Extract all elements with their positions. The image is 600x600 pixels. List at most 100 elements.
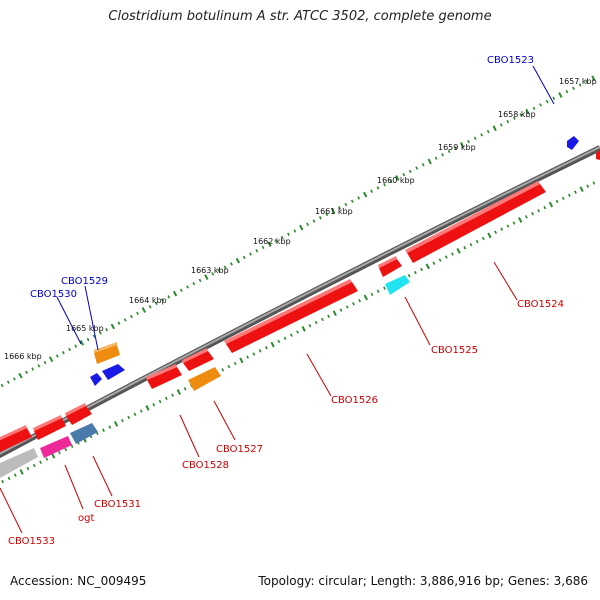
ruler-tick xyxy=(444,255,448,259)
ruler-tick xyxy=(280,235,284,240)
gene-cbo1533-feature xyxy=(0,425,38,478)
ruler-tick xyxy=(480,133,484,137)
gene-cbo1530-feature xyxy=(90,364,125,386)
gene-cbo1531-feature xyxy=(65,403,98,444)
ruler-tick xyxy=(308,324,312,328)
ruler-tick xyxy=(432,261,436,265)
ruler-tick xyxy=(296,330,299,334)
ruler-tick xyxy=(420,267,423,272)
ruler-tick xyxy=(114,420,119,427)
ruler-tick xyxy=(176,389,181,395)
kbp-label: 1659 kbp xyxy=(438,143,476,152)
ruler-tick xyxy=(249,252,252,256)
ruler-tick xyxy=(376,186,380,190)
ruler-tick xyxy=(312,219,316,223)
gene-label-cbo1527: CBO1527 xyxy=(216,444,263,455)
ruler-tick xyxy=(223,265,227,269)
minus-strand-genes xyxy=(0,181,546,478)
ruler-tick xyxy=(567,193,571,198)
ruler-tick xyxy=(363,294,368,301)
ruler-tick xyxy=(325,212,329,217)
ruler-tick xyxy=(552,96,556,101)
ruler-tick xyxy=(136,311,140,315)
gene-cbo1523-feature xyxy=(567,136,579,150)
ruler-tick xyxy=(277,339,281,344)
ruler-tick xyxy=(383,182,386,187)
gene-cbo1525-small-feature xyxy=(378,256,402,277)
ruler-tick xyxy=(447,149,451,154)
ruler-tick xyxy=(51,452,56,459)
ruler-tick xyxy=(39,460,42,464)
ruler-tick xyxy=(13,473,17,477)
ruler-tick xyxy=(363,191,368,198)
ruler-tick xyxy=(86,337,90,342)
ruler-tick xyxy=(592,181,596,185)
kbp-label: 1657 kbp xyxy=(559,77,597,86)
ruler-tick xyxy=(164,396,168,401)
ruler-tick xyxy=(79,340,85,346)
ruler-tick xyxy=(283,336,287,340)
ruler-tick xyxy=(261,245,265,250)
ruler-tick xyxy=(376,289,380,293)
gene-ogt-feature xyxy=(33,415,72,458)
ruler-tick xyxy=(389,179,393,184)
ruler-tick xyxy=(148,305,152,309)
ruler-tick xyxy=(427,158,432,165)
ruler-tick xyxy=(370,189,374,193)
gene-label-cbo1533: CBO1533 xyxy=(8,536,55,547)
ruler-tick xyxy=(70,444,74,448)
ruler-tick xyxy=(289,333,293,337)
ruler-tick xyxy=(331,208,336,214)
ruler-tick xyxy=(98,331,102,335)
ruler-tick xyxy=(543,205,547,210)
ruler-tick xyxy=(531,212,534,216)
gene-cbo1528-feature xyxy=(146,348,214,389)
ruler-tick xyxy=(451,252,454,256)
ruler-tick xyxy=(167,295,171,299)
ruler-tick xyxy=(152,403,156,407)
ruler-tick xyxy=(61,351,65,355)
ruler-tick xyxy=(532,106,536,110)
gene-partial-edge-feature xyxy=(596,150,600,160)
ruler-tick xyxy=(512,116,516,120)
ruler-tick xyxy=(139,409,143,413)
ruler-tick xyxy=(318,216,322,220)
ruler-tick xyxy=(299,224,304,231)
ruler-tick xyxy=(395,175,400,181)
ruler-tick xyxy=(179,288,183,292)
ruler-tick xyxy=(37,364,41,368)
ruler-tick xyxy=(332,310,337,317)
ruler-tick xyxy=(108,425,112,429)
ruler-tick xyxy=(233,361,237,366)
ruler-tick xyxy=(217,268,221,273)
ruler-tick xyxy=(211,272,215,276)
kbp-label: 1658 kbp xyxy=(498,110,536,119)
ruler-tick xyxy=(357,196,361,200)
ruler-tick xyxy=(18,372,23,379)
map-title: Clostridium botulinum A str. ATCC 3502, … xyxy=(108,9,492,24)
ruler-tick xyxy=(102,428,105,432)
ruler-tick xyxy=(92,334,96,338)
ruler-tick xyxy=(186,285,190,289)
ruler-tick xyxy=(500,227,504,231)
ruler-tick xyxy=(129,314,133,319)
ruler-tick xyxy=(171,393,175,397)
ruler-tick xyxy=(105,328,109,332)
ruler-tick xyxy=(338,206,341,210)
ruler-tick xyxy=(585,79,589,84)
ruler-tick xyxy=(68,347,72,352)
ruler-tick xyxy=(545,99,549,104)
ruler-tick xyxy=(64,447,68,452)
ruler-tick xyxy=(565,89,569,94)
ruler-tick xyxy=(352,302,355,306)
ruler-tick xyxy=(239,357,244,364)
ruler-tick xyxy=(154,301,158,306)
kbp-label: 1661 kbp xyxy=(315,207,353,216)
ruler-tick xyxy=(512,221,516,225)
ruler-tick xyxy=(344,202,348,207)
ruler-tick xyxy=(487,232,492,239)
ruler-tick xyxy=(481,236,485,241)
kbp-labels: 1657 kbp 1658 kbp 1659 kbp 1660 kbp 1661… xyxy=(4,77,597,361)
ruler-tick xyxy=(235,257,240,264)
